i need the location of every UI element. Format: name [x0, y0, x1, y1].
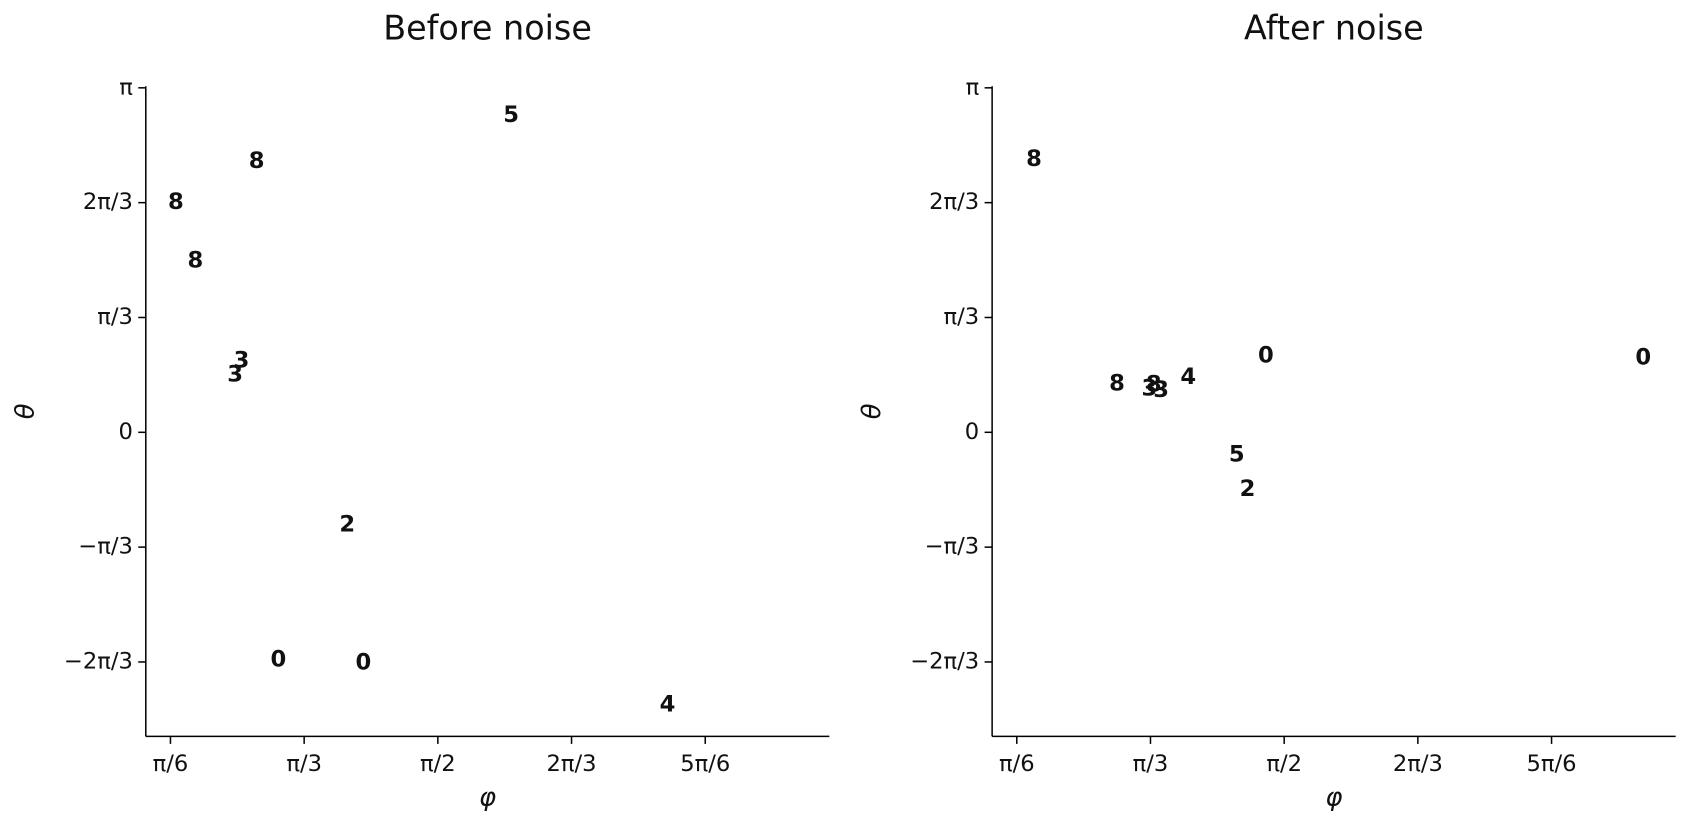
- point-label: 8: [249, 148, 265, 174]
- point-label: 0: [1258, 342, 1274, 368]
- y-axis-label: θ: [11, 403, 41, 419]
- y-tick-label: 2π/3: [83, 189, 133, 215]
- y-tick-label: −2π/3: [910, 648, 979, 674]
- point-label: 8: [1146, 371, 1162, 397]
- point-label: 8: [1026, 146, 1042, 172]
- y-tick-label: 0: [965, 419, 979, 445]
- point-label: 3: [227, 362, 243, 388]
- y-tick-label: π/3: [97, 304, 133, 330]
- chart-title: After noise: [1244, 9, 1424, 48]
- x-tick-label: π/2: [420, 751, 456, 777]
- x-tick-label: π/6: [153, 751, 189, 777]
- x-tick-label: π/3: [1133, 751, 1169, 777]
- point-label: 0: [1635, 344, 1651, 370]
- x-tick-label: 5π/6: [1527, 751, 1577, 777]
- chart-title: Before noise: [383, 9, 592, 48]
- point-label: 5: [1229, 441, 1245, 467]
- x-tick-label: 5π/6: [680, 751, 730, 777]
- point-label: 8: [187, 247, 203, 273]
- x-tick-label: 2π/3: [547, 751, 597, 777]
- y-tick-label: 0: [118, 419, 132, 445]
- x-tick-label: 2π/3: [1393, 751, 1443, 777]
- point-label: 3: [1153, 377, 1169, 403]
- point-label: 3: [1142, 376, 1158, 402]
- y-tick-label: −π/3: [925, 534, 980, 560]
- y-tick-label: π/3: [944, 304, 980, 330]
- y-tick-label: π: [119, 74, 133, 100]
- y-tick-label: −π/3: [78, 534, 133, 560]
- point-label: 4: [1180, 364, 1196, 390]
- point-label: 0: [355, 650, 371, 676]
- y-tick-label: −2π/3: [64, 648, 133, 674]
- y-axis-label: θ: [857, 403, 887, 419]
- point-label: 0: [270, 646, 286, 672]
- y-tick-label: 2π/3: [929, 189, 979, 215]
- point-label: 5: [503, 102, 519, 128]
- point-label: 2: [339, 512, 355, 538]
- point-label: 8: [1109, 370, 1125, 396]
- y-tick-label: π: [966, 74, 980, 100]
- x-axis-label: φ: [479, 782, 496, 812]
- point-label: 4: [660, 692, 676, 718]
- x-tick-label: π/6: [999, 751, 1035, 777]
- point-label: 2: [1240, 476, 1256, 502]
- x-tick-label: π/2: [1266, 751, 1302, 777]
- point-label: 3: [234, 348, 250, 374]
- x-tick-label: π/3: [286, 751, 322, 777]
- point-label: 8: [168, 189, 184, 215]
- x-axis-label: φ: [1325, 782, 1342, 812]
